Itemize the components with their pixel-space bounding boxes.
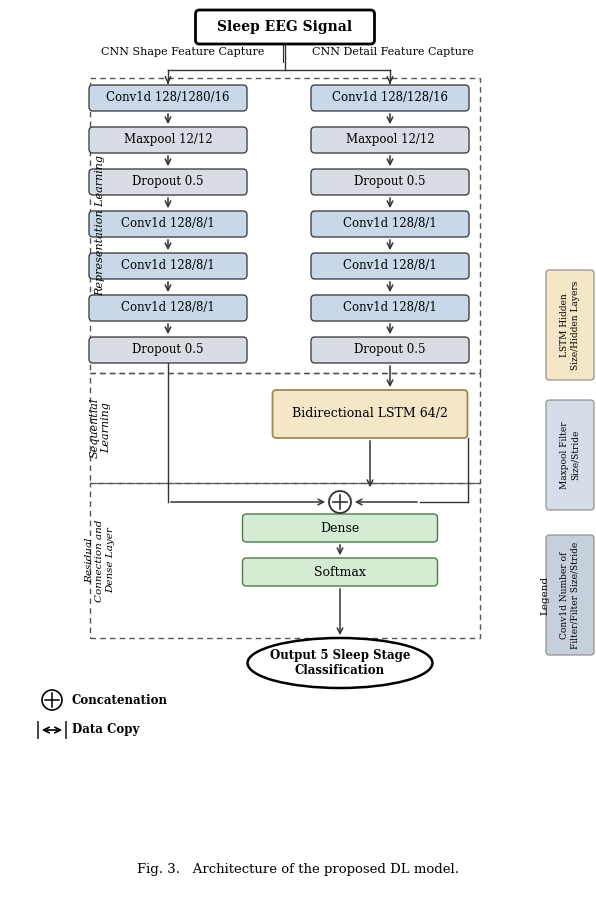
FancyBboxPatch shape bbox=[546, 270, 594, 380]
Text: Conv1d 128/8/1: Conv1d 128/8/1 bbox=[343, 260, 437, 272]
FancyBboxPatch shape bbox=[89, 253, 247, 279]
Bar bbox=[90, 483, 480, 638]
Bar bbox=[90, 78, 480, 373]
Text: Dropout 0.5: Dropout 0.5 bbox=[354, 344, 426, 357]
Text: Softmax: Softmax bbox=[314, 566, 366, 578]
FancyBboxPatch shape bbox=[89, 127, 247, 153]
Text: Maxpool 12/12: Maxpool 12/12 bbox=[346, 134, 434, 146]
FancyBboxPatch shape bbox=[89, 337, 247, 363]
Text: Maxpool 12/12: Maxpool 12/12 bbox=[124, 134, 212, 146]
Text: LSTM Hidden
Size/Hidden Layers: LSTM Hidden Size/Hidden Layers bbox=[560, 280, 580, 370]
FancyBboxPatch shape bbox=[89, 211, 247, 237]
Text: Conv1d 128/8/1: Conv1d 128/8/1 bbox=[121, 302, 215, 314]
Circle shape bbox=[42, 690, 62, 710]
Circle shape bbox=[329, 491, 351, 513]
Text: Conv1d 128/8/1: Conv1d 128/8/1 bbox=[121, 260, 215, 272]
Text: Conv1d 128/8/1: Conv1d 128/8/1 bbox=[343, 302, 437, 314]
FancyBboxPatch shape bbox=[311, 253, 469, 279]
Text: Conv1d 128/8/1: Conv1d 128/8/1 bbox=[121, 217, 215, 231]
FancyBboxPatch shape bbox=[89, 295, 247, 321]
Text: Conv1d 128/1280/16: Conv1d 128/1280/16 bbox=[106, 92, 229, 104]
FancyBboxPatch shape bbox=[272, 390, 467, 438]
FancyBboxPatch shape bbox=[546, 400, 594, 510]
Text: Sleep EEG Signal: Sleep EEG Signal bbox=[218, 20, 353, 34]
FancyBboxPatch shape bbox=[89, 169, 247, 195]
Text: Dropout 0.5: Dropout 0.5 bbox=[132, 175, 204, 189]
Text: Bidirectional LSTM 64/2: Bidirectional LSTM 64/2 bbox=[292, 408, 448, 420]
FancyBboxPatch shape bbox=[311, 127, 469, 153]
Bar bbox=[90, 373, 480, 483]
Text: Dropout 0.5: Dropout 0.5 bbox=[132, 344, 204, 357]
Text: Conv1d Number of
Filter/Filter Size/Stride: Conv1d Number of Filter/Filter Size/Stri… bbox=[560, 541, 580, 648]
FancyBboxPatch shape bbox=[311, 211, 469, 237]
Text: Legend: Legend bbox=[541, 576, 550, 614]
Text: Conv1d 128/8/1: Conv1d 128/8/1 bbox=[343, 217, 437, 231]
Text: Maxpool Filter
Size/Stride: Maxpool Filter Size/Stride bbox=[560, 421, 580, 489]
FancyBboxPatch shape bbox=[195, 10, 374, 44]
Text: Representation Learning: Representation Learning bbox=[95, 155, 105, 296]
Text: Output 5 Sleep Stage
Classification: Output 5 Sleep Stage Classification bbox=[270, 649, 410, 677]
Ellipse shape bbox=[247, 638, 433, 688]
Text: CNN Detail Feature Capture: CNN Detail Feature Capture bbox=[312, 47, 474, 57]
Text: Conv1d 128/128/16: Conv1d 128/128/16 bbox=[332, 92, 448, 104]
Text: Fig. 3.   Architecture of the proposed DL model.: Fig. 3. Architecture of the proposed DL … bbox=[137, 864, 459, 876]
Text: CNN Shape Feature Capture: CNN Shape Feature Capture bbox=[101, 47, 265, 57]
FancyBboxPatch shape bbox=[89, 85, 247, 111]
FancyBboxPatch shape bbox=[243, 558, 437, 586]
FancyBboxPatch shape bbox=[311, 85, 469, 111]
FancyBboxPatch shape bbox=[311, 169, 469, 195]
Text: Concatenation: Concatenation bbox=[72, 693, 168, 707]
FancyBboxPatch shape bbox=[311, 295, 469, 321]
FancyBboxPatch shape bbox=[243, 514, 437, 542]
Text: Sequential
Learning: Sequential Learning bbox=[89, 398, 111, 458]
FancyBboxPatch shape bbox=[311, 337, 469, 363]
Text: Dropout 0.5: Dropout 0.5 bbox=[354, 175, 426, 189]
Text: Data Copy: Data Copy bbox=[72, 724, 139, 736]
Text: Residual
Connection and
Dense Layer: Residual Connection and Dense Layer bbox=[85, 519, 115, 602]
FancyBboxPatch shape bbox=[546, 535, 594, 655]
Text: Dense: Dense bbox=[321, 522, 359, 534]
